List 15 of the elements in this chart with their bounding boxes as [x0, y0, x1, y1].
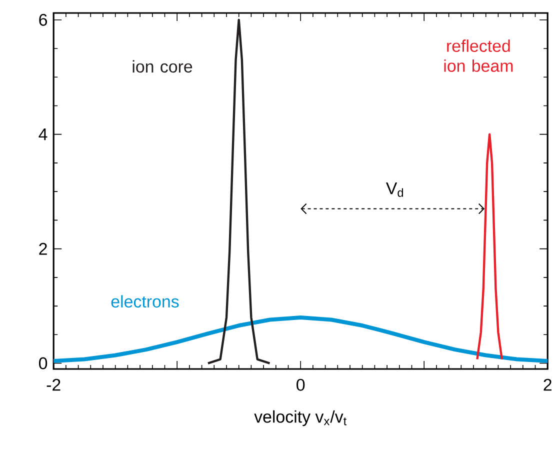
text: ion core — [132, 60, 192, 73]
annotation: V$_{d}$ — [386, 182, 404, 197]
x-tick-label: -2 — [46, 378, 60, 391]
y-tick-label: 0 — [38, 357, 48, 370]
x-tick-label: 2 — [544, 378, 552, 391]
text: reflected ion beam — [444, 40, 513, 72]
line-series — [206, 18, 271, 364]
series-label: electrons — [111, 295, 179, 308]
y-tick-label: 6 — [39, 14, 48, 26]
line-series — [476, 133, 504, 360]
x-axis-title: velocity v$_{x}$/v$_{t}$ — [254, 410, 347, 426]
line-series — [52, 315, 550, 363]
y-tick-label: 2 — [39, 242, 47, 255]
x-tick-label: 0 — [296, 378, 305, 391]
y-tick-label: 4 — [38, 128, 48, 140]
